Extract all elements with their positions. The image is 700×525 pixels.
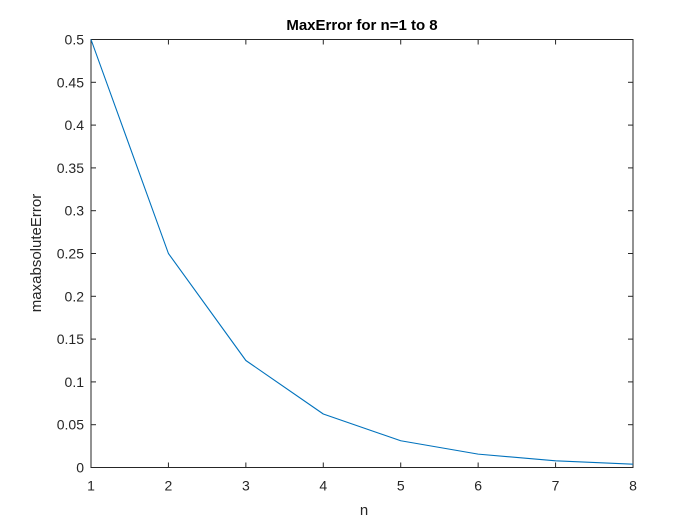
x-tick-label: 8 bbox=[629, 478, 637, 494]
x-axis-label: n bbox=[360, 502, 368, 519]
plot-area bbox=[90, 39, 634, 468]
y-axis-ticks: 0 0.05 0.1 0.15 0.2 0.25 0.3 0.35 0.4 0.45 0.5 bbox=[57, 32, 633, 476]
chart-title: MaxError for n=1 to 8 bbox=[286, 17, 437, 34]
y-tick-label: 0.35 bbox=[57, 160, 84, 176]
y-tick-label: 0.15 bbox=[57, 331, 84, 347]
x-tick-label: 7 bbox=[552, 478, 560, 494]
y-tick-label: 0.4 bbox=[65, 117, 85, 133]
y-tick-label: 0.05 bbox=[57, 417, 84, 433]
y-axis-label: maxabsoluteError bbox=[28, 194, 45, 312]
series-line bbox=[90, 39, 634, 465]
y-tick-label: 0.5 bbox=[65, 32, 85, 48]
x-tick-label: 4 bbox=[319, 478, 327, 494]
y-tick-label: 0.2 bbox=[65, 288, 85, 304]
x-tick-label: 6 bbox=[474, 478, 482, 494]
series-layer bbox=[90, 39, 634, 465]
y-tick-label: 0.25 bbox=[57, 246, 84, 262]
x-tick-label: 3 bbox=[242, 478, 250, 494]
x-tick-label: 5 bbox=[397, 478, 405, 494]
x-axis-ticks: 1 2 3 4 5 6 7 8 bbox=[87, 39, 637, 494]
x-tick-label: 1 bbox=[87, 478, 95, 494]
x-tick-label: 2 bbox=[165, 478, 173, 494]
y-tick-label: 0 bbox=[76, 460, 84, 476]
y-tick-label: 0.45 bbox=[57, 74, 84, 90]
y-tick-label: 0.1 bbox=[65, 374, 85, 390]
y-tick-label: 0.3 bbox=[65, 203, 85, 219]
